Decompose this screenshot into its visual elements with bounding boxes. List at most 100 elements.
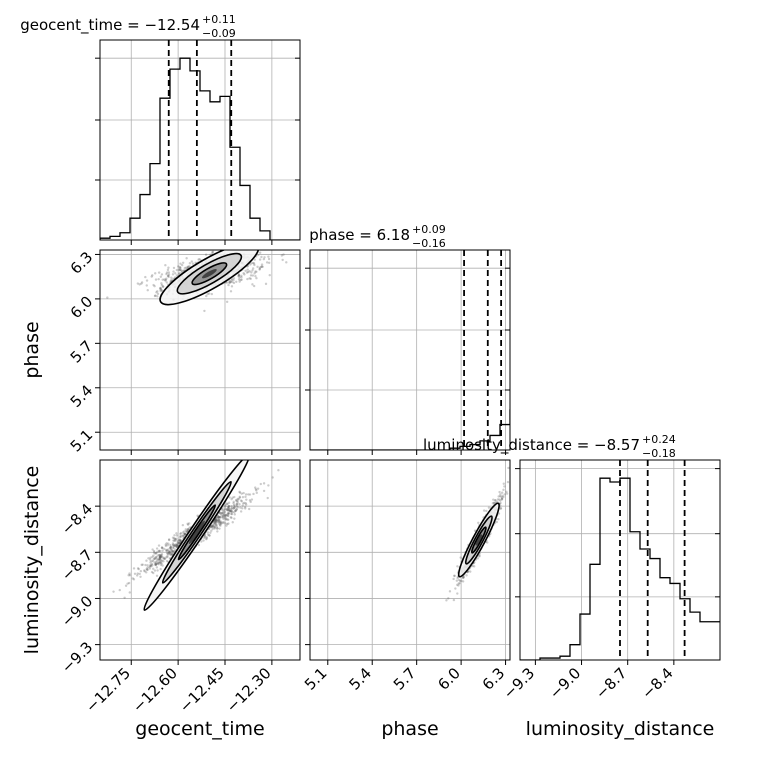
sample-point [181, 534, 185, 537]
sample-point [213, 525, 217, 528]
sample-point [216, 530, 219, 533]
sample-point [179, 534, 182, 538]
sample-point [163, 547, 166, 551]
sample-point [254, 488, 258, 491]
sample-point [160, 556, 164, 559]
sample-point [506, 480, 510, 484]
sample-point [160, 553, 164, 556]
sample-point [240, 492, 243, 495]
sample-point [238, 491, 242, 494]
sample-point [165, 548, 168, 552]
sample-point [503, 485, 506, 488]
sample-point [212, 522, 216, 525]
sample-point [505, 492, 509, 495]
sample-point [165, 542, 168, 545]
sample-point [212, 524, 215, 527]
sample-point [166, 548, 170, 551]
sample-point [231, 277, 234, 281]
sample-point [228, 509, 232, 513]
sample-point [175, 544, 178, 547]
sample-point [153, 552, 156, 555]
title-plus-error: +0.24 [642, 433, 676, 446]
sample-point [268, 273, 271, 277]
sample-point [260, 265, 263, 269]
sample-point [240, 274, 243, 278]
sample-point [282, 253, 285, 256]
sample-point [226, 508, 229, 512]
sample-point [215, 523, 218, 527]
sample-point [197, 258, 200, 261]
sample-point [167, 550, 170, 553]
sample-point [208, 534, 211, 537]
sample-point [156, 550, 159, 553]
sample-point [170, 276, 173, 279]
sample-point [155, 557, 159, 561]
sample-point [241, 495, 245, 499]
sample-point [247, 493, 250, 496]
sample-point [178, 536, 182, 539]
sample-point [230, 510, 233, 514]
sample-point [214, 518, 217, 522]
sample-point [160, 283, 164, 287]
sample-point [165, 559, 169, 563]
sample-point [495, 520, 499, 524]
sample-point [155, 547, 159, 550]
sample-point [206, 531, 210, 534]
sample-point [258, 251, 262, 254]
sample-point [471, 564, 474, 568]
sample-point [132, 578, 136, 581]
sample-point [232, 506, 235, 510]
x-tick-label: −8.7 [592, 664, 630, 702]
sample-point [159, 289, 162, 292]
sample-point [157, 561, 161, 564]
sample-point [157, 563, 160, 566]
sample-point [187, 265, 190, 268]
sample-point [169, 553, 172, 556]
sample-point [143, 569, 146, 572]
sample-point [211, 251, 214, 254]
scatter-density [112, 460, 280, 611]
sample-point [169, 546, 172, 549]
sample-point [160, 289, 163, 292]
x-tick-label: −9.0 [546, 664, 584, 702]
sample-point [160, 554, 163, 557]
sample-point [496, 498, 500, 501]
sample-point [499, 493, 502, 496]
sample-point [171, 536, 175, 539]
sample-point [153, 557, 157, 561]
sample-point [157, 277, 160, 281]
sample-point [244, 502, 248, 505]
panel-phase-vs-geocent_time: 5.1 5.4 5.7 6.0 6.3 phase [21, 248, 301, 455]
sample-point [247, 507, 251, 511]
sample-point [186, 265, 190, 269]
sample-point [217, 516, 220, 519]
sample-point [260, 263, 264, 266]
sample-point [160, 559, 163, 563]
sample-point [133, 572, 137, 575]
sample-point [456, 576, 459, 580]
sample-point [159, 288, 162, 291]
sample-point [499, 507, 502, 510]
sample-point [232, 277, 236, 280]
sample-point [235, 499, 238, 503]
sample-point [265, 261, 269, 264]
sample-point [127, 574, 130, 577]
sample-point [155, 291, 158, 294]
sample-point [262, 482, 266, 485]
sample-point [244, 495, 247, 499]
sample-point [226, 518, 229, 521]
sample-point [166, 555, 169, 559]
sample-point [160, 555, 163, 558]
sample-point [236, 499, 239, 503]
sample-point [246, 268, 249, 271]
sample-point [217, 519, 220, 522]
sample-point [138, 283, 141, 286]
sample-point [234, 498, 238, 502]
sample-point [224, 503, 227, 506]
sample-point [239, 506, 242, 509]
sample-point [148, 567, 152, 570]
sample-point [239, 278, 242, 282]
sample-point [492, 501, 496, 504]
sample-point [238, 490, 241, 494]
sample-point [267, 484, 270, 487]
